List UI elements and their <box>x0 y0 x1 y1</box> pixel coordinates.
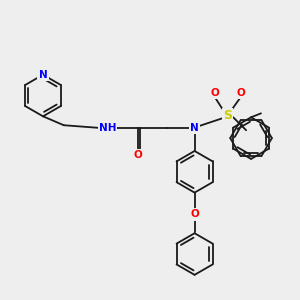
Text: O: O <box>237 88 245 98</box>
Text: N: N <box>39 70 47 80</box>
Text: N: N <box>190 123 199 133</box>
Text: O: O <box>210 88 219 98</box>
Text: O: O <box>190 209 199 219</box>
Text: NH: NH <box>99 123 116 133</box>
Text: O: O <box>134 150 142 160</box>
Text: S: S <box>223 109 232 122</box>
